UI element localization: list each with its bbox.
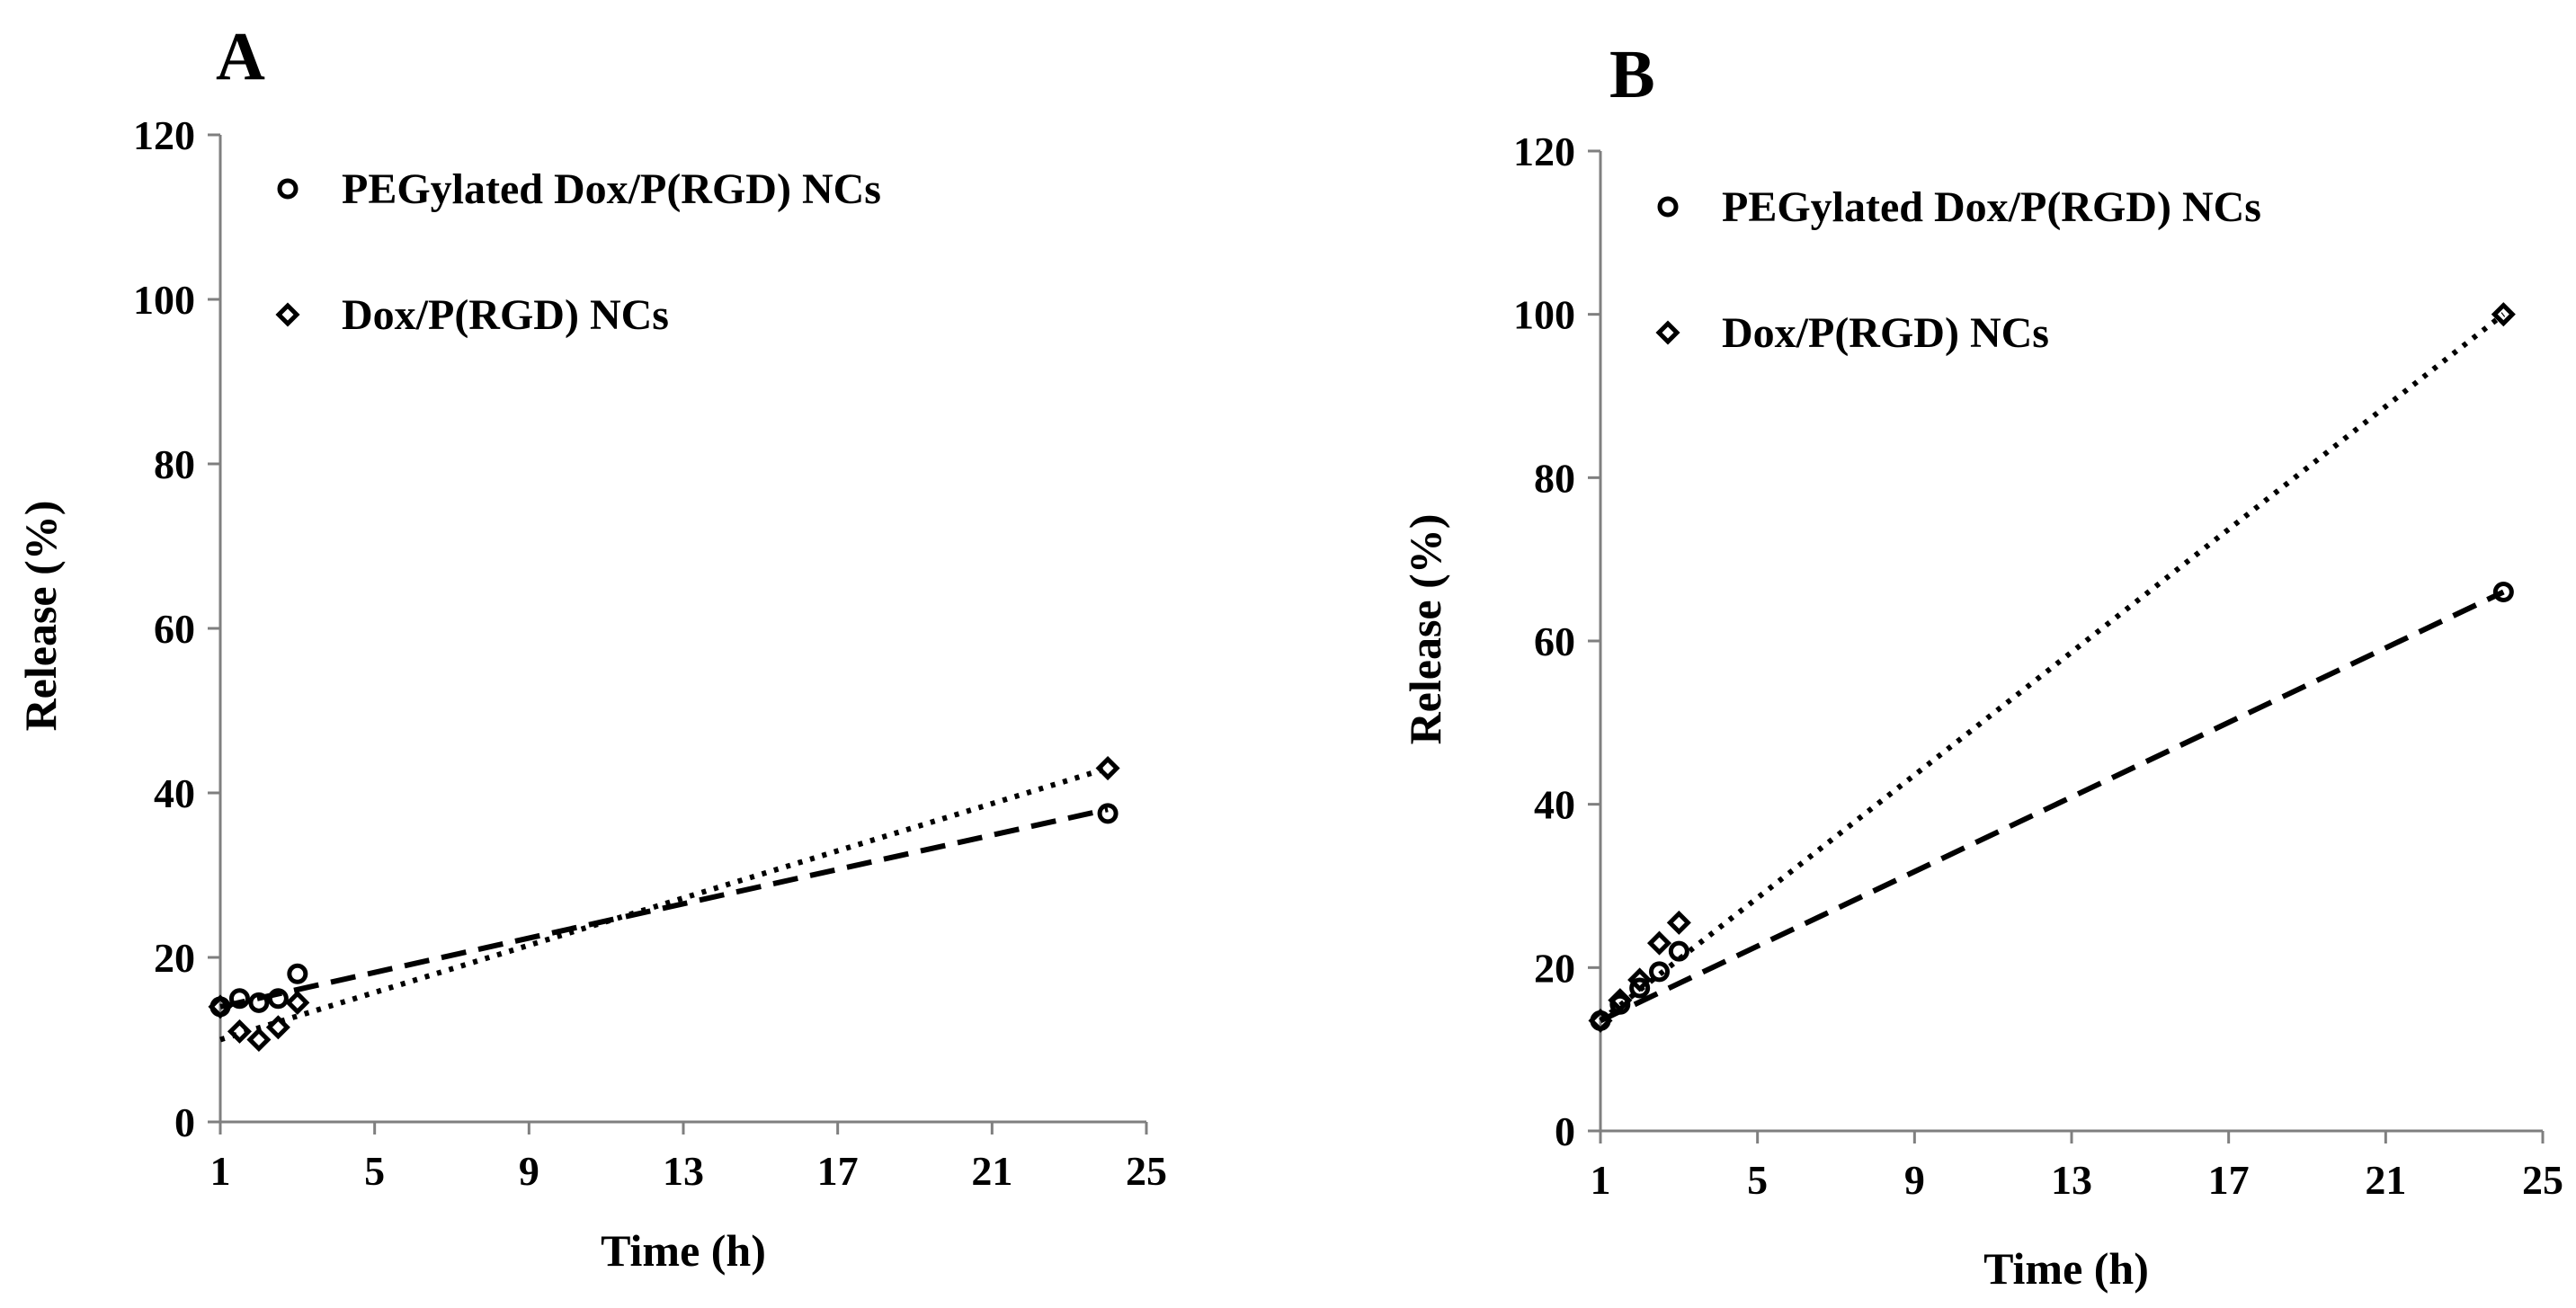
x-tick-label-a: 5: [364, 1148, 385, 1194]
panel-label-a: A: [216, 19, 265, 94]
trendline-a-diamond: [219, 765, 1109, 1043]
data-point-b-diamond: [2491, 302, 2516, 327]
y-tick-label-a: 120: [133, 112, 195, 158]
legend-label-a-diamond: Dox/P(RGD) NCs: [342, 291, 669, 339]
y-axis-label-b: Release (%): [1400, 514, 1450, 745]
x-tick-label-b: 13: [2051, 1157, 2092, 1203]
y-tick-label-a: 60: [154, 606, 195, 652]
y-tick-label-b: 100: [1513, 292, 1575, 338]
legend-marker-a-circle: [277, 178, 299, 200]
x-tick-label-b: 25: [2522, 1157, 2563, 1203]
legend-label-a-circle: PEGylated Dox/P(RGD) NCs: [342, 165, 881, 213]
x-tick-label-a: 13: [663, 1148, 704, 1194]
data-point-a-diamond: [227, 1019, 252, 1044]
data-point-a-diamond: [285, 990, 310, 1015]
trendline-b-circle: [1599, 589, 2505, 1024]
x-tick-label-b: 21: [2365, 1157, 2406, 1203]
y-tick-label-b: 20: [1534, 945, 1575, 991]
legend-marker-b-diamond: [1655, 320, 1680, 345]
x-tick-label-a: 9: [519, 1148, 539, 1194]
data-point-a-circle: [248, 992, 270, 1013]
data-point-b-circle: [1629, 977, 1651, 999]
x-tick-label-a: 1: [210, 1148, 231, 1194]
plot-area-b: 1 5 9 13 17 21 25 0 20 40 60 80 100 120 PEGylated Dox/…: [1513, 129, 2563, 1203]
plot-area-a: 1 5 9 13 17 21 25 0 20 40 60 80 100 120 PEGylated Dox/…: [133, 112, 1167, 1194]
data-point-a-diamond: [246, 1027, 272, 1053]
data-point-b-circle: [1609, 993, 1631, 1015]
x-tick-label-a: 17: [817, 1148, 859, 1194]
x-tick-label-b: 17: [2208, 1157, 2250, 1203]
data-point-b-diamond: [1608, 988, 1633, 1013]
legend-marker-b-circle: [1657, 196, 1679, 218]
data-point-b-diamond: [1666, 910, 1691, 935]
trendline-a-circle: [219, 806, 1109, 1010]
data-point-a-circle: [228, 988, 250, 1010]
y-tick-label-a: 20: [154, 935, 195, 981]
x-tick-label-b: 1: [1591, 1157, 1611, 1203]
x-tick-label-a: 21: [971, 1148, 1012, 1194]
x-tick-label-a: 25: [1126, 1148, 1167, 1194]
data-point-a-diamond: [265, 1015, 290, 1040]
data-point-a-circle: [1097, 803, 1119, 824]
data-point-b-diamond: [1627, 967, 1653, 992]
data-point-b-circle: [2492, 582, 2514, 602]
y-tick-label-a: 80: [154, 441, 195, 487]
y-tick-label-b: 80: [1534, 455, 1575, 501]
data-point-a-diamond: [208, 994, 233, 1019]
panel-a: A 1 5 9 13 17 21 25 0 20 40 60 80 100 120 PEGylated Do…: [15, 19, 1167, 1276]
data-point-a-circle: [267, 988, 289, 1010]
x-axis-label-a: Time (h): [601, 1225, 766, 1276]
panel-b: B 1 5 9 13 17 21 25 0 20 40 60 80 100 120 PEGylated Do…: [1400, 37, 2563, 1294]
x-axis-label-b: Time (h): [1983, 1243, 2149, 1294]
y-tick-label-a: 40: [154, 770, 195, 816]
data-point-b-circle: [1668, 940, 1689, 962]
y-tick-label-b: 0: [1555, 1108, 1575, 1154]
legend-marker-a-diamond: [275, 302, 300, 327]
panel-label-b: B: [1609, 37, 1655, 112]
legend-label-b-diamond: Dox/P(RGD) NCs: [1722, 309, 2049, 357]
y-tick-label-b: 60: [1534, 618, 1575, 664]
y-axis-label-a: Release (%): [15, 501, 66, 732]
y-tick-label-b: 120: [1513, 129, 1575, 174]
y-tick-label-b: 40: [1534, 782, 1575, 828]
data-point-b-circle: [1649, 961, 1670, 983]
data-point-b-diamond: [1588, 1008, 1613, 1033]
y-tick-label-a: 0: [174, 1099, 195, 1145]
data-point-b-diamond: [1646, 930, 1672, 956]
data-point-a-diamond: [1095, 756, 1120, 781]
data-point-a-circle: [287, 963, 308, 984]
legend-label-b-circle: PEGylated Dox/P(RGD) NCs: [1722, 183, 2261, 231]
y-tick-label-a: 100: [133, 277, 195, 323]
trendline-b-diamond: [1599, 312, 2506, 1023]
x-tick-label-b: 5: [1747, 1157, 1768, 1203]
x-tick-label-b: 9: [1904, 1157, 1925, 1203]
